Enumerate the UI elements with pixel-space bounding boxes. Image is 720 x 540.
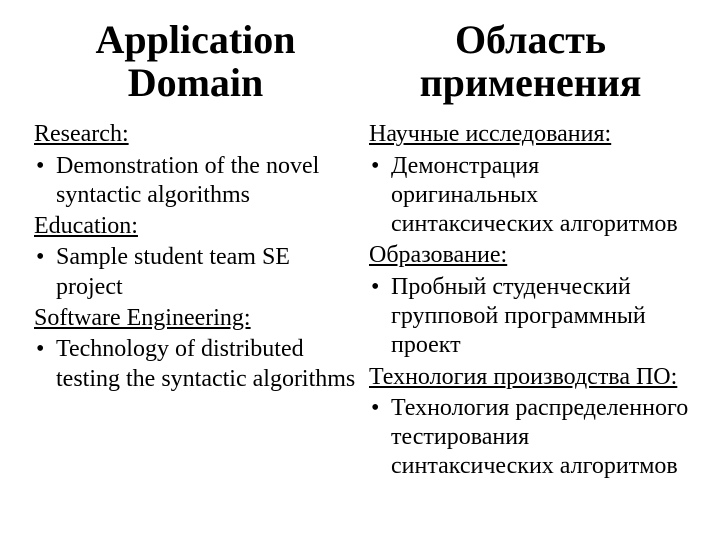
bullet-dot-icon: • [34, 243, 56, 272]
bullet-dot-icon: • [369, 394, 391, 423]
left-bullet-row-1: • Sample student team SE project [34, 243, 357, 302]
right-bullet-row-1: • Пробный студенческий групповой програм… [369, 273, 692, 361]
left-heading-0: Research: [34, 120, 357, 149]
right-title-line2: применения [420, 60, 642, 105]
left-heading-2: Software Engineering: [34, 304, 357, 333]
slide-root: Application Domain Research: • Demonstra… [0, 0, 720, 540]
left-bullet-text-2: Technology of distributed testing the sy… [56, 335, 357, 394]
left-title-line2: Domain [128, 60, 264, 105]
right-column: Область применения Научные исследования:… [363, 18, 692, 522]
bullet-dot-icon: • [34, 335, 56, 364]
right-heading-0: Научные исследования: [369, 120, 692, 149]
right-bullet-row-0: • Демонстрация оригинальных синтаксическ… [369, 152, 692, 240]
left-bullet-text-0: Demonstration of the novel syntactic alg… [56, 152, 357, 211]
right-title-line1: Область [455, 17, 606, 62]
left-bullet-text-1: Sample student team SE project [56, 243, 357, 302]
left-bullet-row-0: • Demonstration of the novel syntactic a… [34, 152, 357, 211]
right-body: Научные исследования: • Демонстрация ори… [369, 118, 692, 481]
right-bullet-text-1: Пробный студенческий групповой программн… [391, 273, 692, 361]
right-title: Область применения [369, 18, 692, 104]
right-bullet-row-2: • Технология распределенного тестировани… [369, 394, 692, 482]
left-bullet-row-2: • Technology of distributed testing the … [34, 335, 357, 394]
left-body: Research: • Demonstration of the novel s… [34, 118, 357, 393]
right-heading-1: Образование: [369, 241, 692, 270]
left-column: Application Domain Research: • Demonstra… [34, 18, 363, 522]
right-bullet-text-0: Демонстрация оригинальных синтаксических… [391, 152, 692, 240]
right-bullet-text-2: Технология распределенного тестирования … [391, 394, 692, 482]
right-heading-2: Технология производства ПО: [369, 363, 692, 392]
left-title: Application Domain [34, 18, 357, 104]
left-title-line1: Application [95, 17, 295, 62]
left-heading-1: Education: [34, 212, 357, 241]
bullet-dot-icon: • [34, 152, 56, 181]
bullet-dot-icon: • [369, 273, 391, 302]
bullet-dot-icon: • [369, 152, 391, 181]
